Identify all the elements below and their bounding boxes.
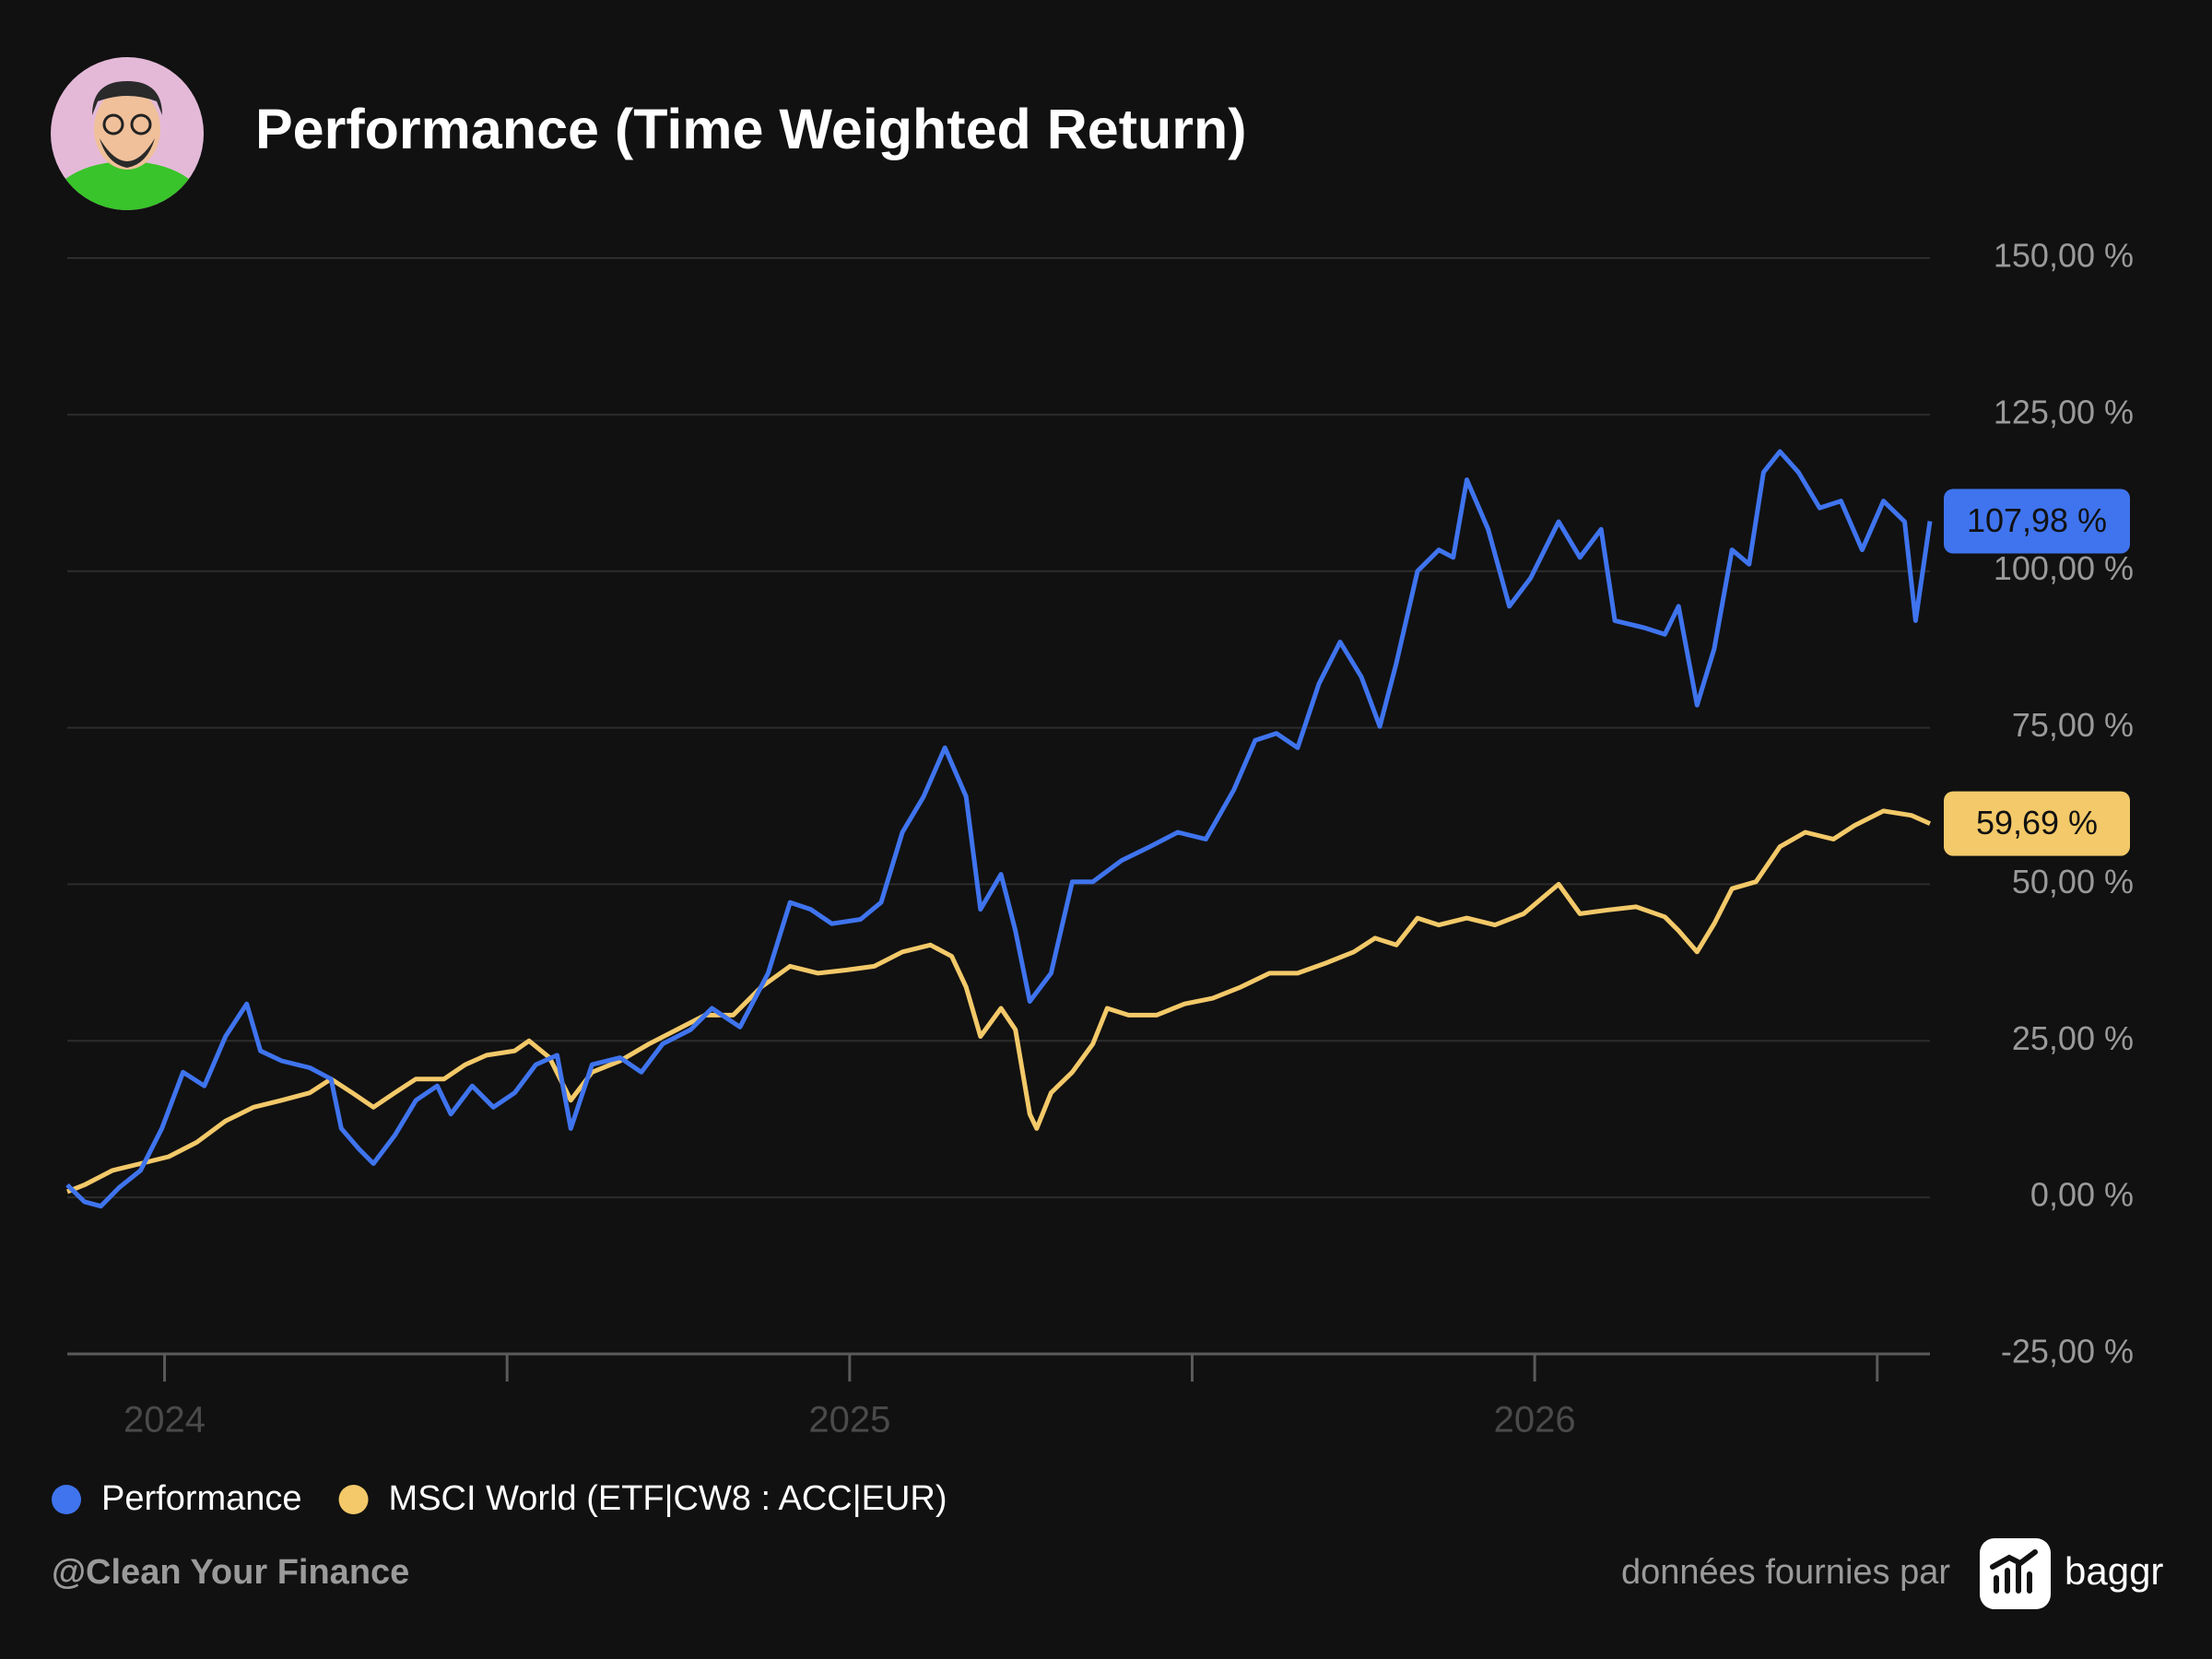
badge-label: 107,98 % xyxy=(1967,501,2107,539)
brand-name: baggr xyxy=(2065,1549,2163,1593)
series-line xyxy=(65,449,1933,1209)
badge-box xyxy=(1944,791,2130,856)
chart-title: Performance (Time Weighted Return) xyxy=(255,98,1247,160)
series-line xyxy=(66,808,1932,1194)
y-tick-label: -25,00 % xyxy=(2001,1333,2134,1371)
brand-logo xyxy=(1980,1538,2051,1609)
y-tick-label: 150,00 % xyxy=(1994,237,2134,275)
y-tick-label: 25,00 % xyxy=(2012,1019,2134,1057)
x-tick-label: 2025 xyxy=(808,1400,890,1441)
source-note: données fournies par xyxy=(1621,1553,1950,1592)
x-tick-label: 2026 xyxy=(1494,1400,1576,1441)
y-tick-label: 0,00 % xyxy=(2030,1176,2134,1214)
last-value-badge: 107,98 % xyxy=(1944,488,2130,554)
avatar xyxy=(51,57,204,210)
y-tick-label: 125,00 % xyxy=(1994,393,2134,430)
legend-marker xyxy=(338,1485,369,1514)
badge-box xyxy=(1944,488,2130,554)
y-tick-label: 50,00 % xyxy=(2012,863,2134,900)
plot-area: -25,00 % 0,00 % 25,00 % 50,00 % 75,00 % 100,0… xyxy=(65,237,2134,1441)
legend-label: Performance xyxy=(101,1479,302,1518)
badge-label: 59,69 % xyxy=(1976,804,2098,841)
last-value-badge: 59,69 % xyxy=(1944,791,2130,856)
legend-label: MSCI World (ETF|CW8 : ACC|EUR) xyxy=(389,1479,947,1518)
y-tick-label: 100,00 % xyxy=(1994,549,2134,587)
credit: @Clean Your Finance xyxy=(52,1553,409,1592)
y-tick-label: 75,00 % xyxy=(2012,706,2134,744)
x-tick-label: 2024 xyxy=(124,1400,206,1441)
legend-marker xyxy=(52,1485,81,1514)
